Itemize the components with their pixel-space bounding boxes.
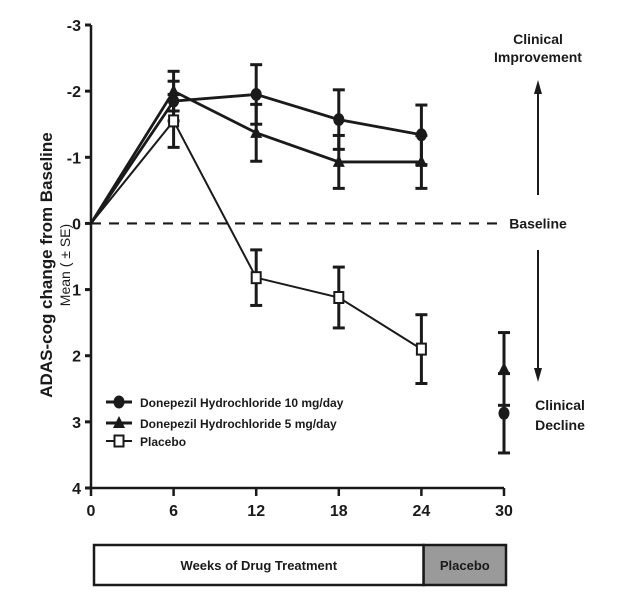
improvement-arrowhead-icon bbox=[534, 80, 542, 94]
triangle-marker bbox=[113, 416, 125, 428]
improvement-label-line2: Improvement bbox=[494, 49, 582, 65]
square-marker bbox=[250, 271, 262, 285]
legend-item: Donepezil Hydrochloride 5 mg/day bbox=[106, 416, 337, 431]
x-tick-label: 24 bbox=[413, 503, 431, 520]
improvement-label-line1: Clinical bbox=[513, 31, 563, 47]
phase-segment-box bbox=[422, 543, 508, 587]
y-tick-label: -1 bbox=[67, 150, 81, 167]
y-tick-label: 0 bbox=[72, 216, 81, 233]
circle-marker bbox=[250, 87, 262, 101]
decline-arrowhead-icon bbox=[534, 368, 542, 382]
legend-label: Placebo bbox=[140, 435, 186, 449]
x-tick-label: 12 bbox=[247, 503, 265, 520]
legend-label: Donepezil Hydrochloride 5 mg/day bbox=[140, 417, 337, 431]
triangle-marker bbox=[250, 125, 263, 138]
baseline-label: Baseline bbox=[509, 215, 567, 231]
x-tick-label: 18 bbox=[330, 503, 348, 520]
phase-segment-box bbox=[92, 543, 425, 587]
phase-segment-label: Placebo bbox=[440, 558, 490, 573]
triangle-marker bbox=[415, 154, 428, 167]
legend-item: Placebo bbox=[106, 434, 186, 449]
y-tick-label: 2 bbox=[72, 349, 81, 366]
y-tick-label: -2 bbox=[67, 84, 81, 101]
triangle-marker bbox=[332, 154, 345, 167]
y-axis-sublabel: Mean ( ± SE) bbox=[57, 224, 73, 306]
circle-marker bbox=[333, 113, 345, 127]
square-marker bbox=[333, 291, 345, 305]
series-group bbox=[89, 63, 510, 455]
series-triangle bbox=[89, 69, 510, 407]
x-tick-label: 6 bbox=[169, 503, 178, 520]
phase-bar: Weeks of Drug Treatment Placebo bbox=[92, 543, 508, 587]
triangle-marker bbox=[498, 361, 510, 374]
y-tick-label: 3 bbox=[72, 415, 81, 432]
y-axis-label: ADAS-cog change from Baseline bbox=[37, 132, 56, 397]
square-marker bbox=[415, 342, 427, 356]
legend-label: Donepezil Hydrochloride 10 mg/day bbox=[140, 396, 344, 410]
x-tick-label: 0 bbox=[87, 503, 96, 520]
circle-marker bbox=[113, 395, 125, 409]
y-tick-label: 1 bbox=[72, 283, 81, 300]
y-tick-label: -3 bbox=[67, 18, 81, 35]
phase-segment: Weeks of Drug Treatment bbox=[92, 543, 425, 587]
square-marker bbox=[113, 434, 125, 448]
circle-marker bbox=[498, 406, 510, 420]
square-marker bbox=[168, 114, 180, 128]
x-tick-label: 30 bbox=[495, 503, 513, 520]
phase-segment-label: Weeks of Drug Treatment bbox=[181, 558, 338, 573]
legend: Donepezil Hydrochloride 10 mg/day Donepez… bbox=[106, 395, 344, 449]
y-tick-label: 4 bbox=[72, 481, 81, 498]
legend-item: Donepezil Hydrochloride 10 mg/day bbox=[106, 395, 344, 410]
series-square-open bbox=[90, 92, 428, 385]
y-axis-label-group: ADAS-cog change from Baseline Mean ( ± S… bbox=[37, 132, 73, 397]
annotations: Clinical Improvement Baseline Clinical Decli… bbox=[494, 31, 585, 433]
decline-label-line2: Decline bbox=[535, 417, 585, 433]
decline-label-line1: Clinical bbox=[535, 397, 585, 413]
phase-segment: Placebo bbox=[422, 543, 508, 587]
